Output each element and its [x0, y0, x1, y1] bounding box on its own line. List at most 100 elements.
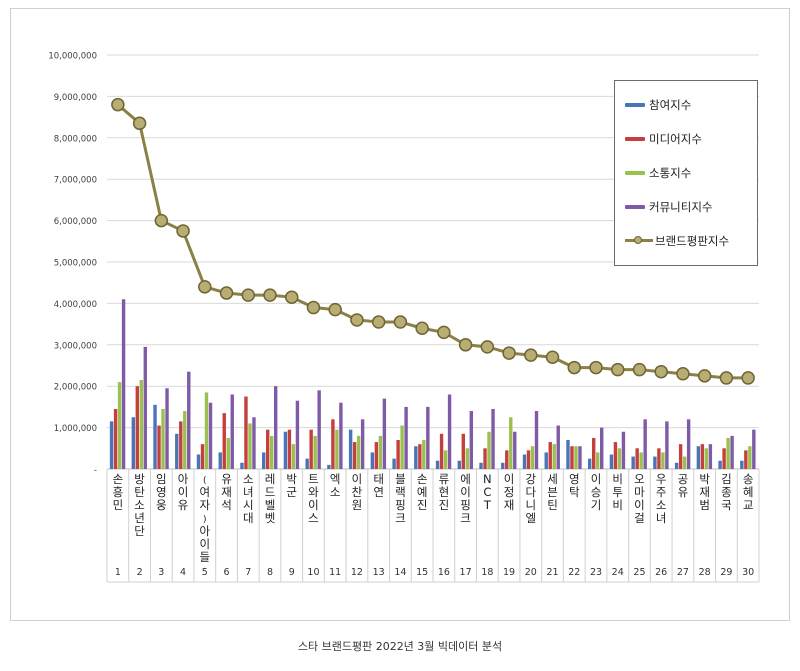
line-point: [132, 116, 147, 131]
bar: [491, 408, 495, 469]
bar: [121, 299, 126, 469]
bar: [708, 444, 713, 469]
line-point: [480, 340, 495, 354]
bar: [730, 435, 734, 469]
bar: [574, 446, 578, 469]
bar: [109, 421, 114, 469]
bar: [165, 388, 169, 469]
bar: [139, 379, 143, 469]
bar: [382, 398, 387, 469]
bar: [552, 444, 556, 469]
bar: [404, 406, 408, 469]
y-tick-label: 3,000,000: [54, 341, 97, 351]
x-rank-label: 9: [289, 567, 295, 578]
bar: [617, 448, 622, 469]
bar: [396, 440, 400, 469]
bar: [291, 444, 296, 469]
bar: [360, 419, 365, 469]
bar: [530, 446, 535, 469]
bar: [196, 454, 201, 469]
bar: [700, 444, 705, 469]
line-point: [415, 321, 429, 335]
bar: [248, 423, 252, 469]
bar: [465, 448, 469, 469]
line-point: [371, 315, 386, 329]
bar: [157, 425, 161, 469]
y-tick-label: 1,000,000: [54, 424, 97, 434]
legend-label-media: 미디어지수: [649, 132, 702, 146]
bar: [665, 421, 669, 469]
line-point: [263, 288, 277, 302]
x-rank-label: 17: [460, 567, 472, 578]
bar: [509, 417, 513, 469]
legend-swatch-participation: [625, 103, 645, 107]
bar: [374, 442, 379, 469]
x-rank-label: 4: [180, 567, 186, 578]
line-point: [589, 360, 603, 375]
bar: [317, 390, 321, 469]
bar: [457, 460, 461, 469]
bar: [435, 460, 440, 469]
line-point: [306, 300, 321, 315]
bar: [422, 440, 426, 469]
line-point: [241, 288, 256, 302]
bar: [513, 431, 517, 469]
bar: [143, 346, 147, 469]
line-point: [393, 315, 408, 329]
bar: [331, 419, 335, 469]
bar: [544, 452, 548, 469]
bar: [639, 452, 643, 469]
bar: [696, 446, 701, 469]
line-point: [437, 325, 451, 340]
bar: [295, 400, 300, 469]
x-rank-label: 23: [590, 567, 602, 578]
line-point: [741, 371, 755, 385]
x-rank-label: 2: [137, 567, 143, 578]
bar: [748, 446, 752, 469]
bar: [631, 456, 635, 469]
bar: [635, 448, 639, 469]
legend-item-participation: 참여지수: [625, 95, 691, 115]
bar: [661, 452, 665, 469]
bar: [534, 411, 539, 469]
legend-label-community: 커뮤니티지수: [649, 200, 713, 214]
x-rank-label: 29: [720, 567, 732, 578]
bar: [718, 460, 722, 469]
x-rank-label: 20: [525, 567, 537, 578]
bar: [678, 444, 683, 469]
bar: [722, 448, 726, 469]
bar: [179, 421, 183, 469]
bar: [244, 396, 248, 469]
bar: [447, 394, 452, 469]
line-point: [524, 348, 538, 362]
line-point: [176, 224, 190, 238]
bar: [392, 458, 396, 469]
bar: [113, 408, 118, 469]
bar: [161, 408, 165, 469]
chart-legend: 참여지수 미디어지수 소통지수 커뮤니티지수 브랜드평판지수: [614, 80, 758, 266]
x-rank-label: 1: [115, 567, 121, 578]
bar: [657, 448, 661, 469]
chart-plot: - 1,000,000 2,000,000 3,000,000 4,000,000 5,0…: [48, 52, 760, 583]
bar: [439, 433, 444, 469]
bar: [674, 462, 679, 469]
bar: [135, 386, 139, 469]
bar: [378, 435, 383, 469]
bar: [262, 452, 266, 469]
bar: [443, 450, 448, 469]
bar: [175, 433, 179, 469]
y-tick-label: 7,000,000: [54, 176, 97, 186]
x-rank-label: 30: [742, 567, 754, 578]
x-category-label: (여 자) 아 이 들: [200, 476, 211, 564]
bar: [653, 456, 657, 469]
x-rank-label: 13: [373, 567, 385, 578]
legend-item-media: 미디어지수: [625, 129, 702, 149]
